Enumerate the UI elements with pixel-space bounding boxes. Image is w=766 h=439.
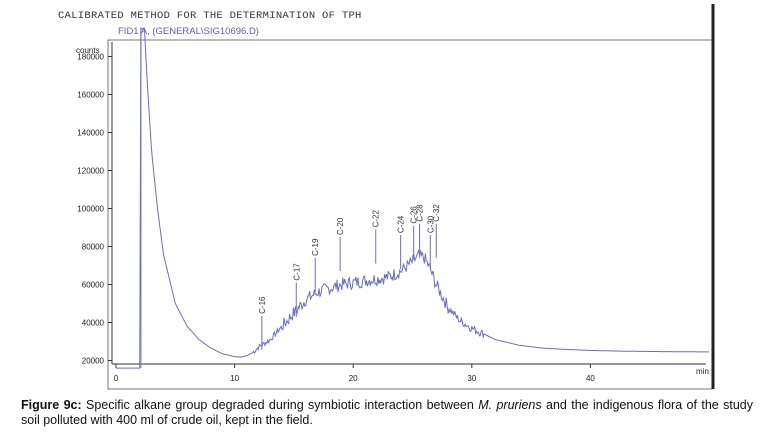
peak-label: C-22 (372, 210, 381, 228)
y-tick-label: 140000 (77, 129, 104, 138)
caption-label: Figure 9c: (21, 398, 82, 412)
y-tick-label: 40000 (82, 319, 105, 328)
y-tick-label: 180000 (77, 53, 104, 62)
peak-label: C-32 (432, 204, 441, 222)
peak-label: C-28 (416, 204, 425, 222)
caption-species: M. pruriens (478, 398, 542, 412)
peak-label: C-17 (292, 263, 301, 281)
figure-caption: Figure 9c: Specific alkane group degrade… (21, 398, 753, 428)
peak-label: C-24 (397, 215, 406, 233)
y-axis-label: counts (76, 46, 100, 55)
x-tick-label: 10 (230, 374, 239, 383)
x-axis-label: min (696, 367, 709, 376)
peak-labels: C-16 C-17 C-19 C-20 C-22 C-24 C-26C-28C-30C-32 (258, 204, 441, 351)
y-tick-label: 120000 (77, 167, 104, 176)
series (116, 27, 709, 369)
caption-text-b: and the indigenous flora of the study so… (21, 398, 753, 427)
trace-label: FID1 A, (GENERAL\SIG10696.D) (118, 26, 259, 37)
peak-label: C-30 (426, 215, 435, 233)
y-axis: counts (76, 42, 113, 364)
x-axis: min (112, 363, 709, 376)
peak-label: C-20 (336, 217, 345, 235)
y-tick-label: 80000 (82, 243, 105, 252)
y-tick-label: 20000 (82, 357, 105, 366)
x-tick-label: 30 (467, 374, 476, 383)
series-line (116, 27, 709, 369)
chart-header-title: CALIBRATED METHOD FOR THE DETERMINATION … (58, 10, 362, 22)
y-tick-label: 160000 (77, 91, 104, 100)
caption-text-a: Specific alkane group degraded during sy… (81, 398, 479, 412)
ticks: 20000 40000 60000 80000 100000 120000 140000 16… (77, 53, 595, 384)
y-tick-label: 100000 (77, 205, 104, 214)
x-tick-label: 20 (349, 374, 358, 383)
x-tick-label: 40 (586, 374, 595, 383)
peak-label: C-19 (311, 238, 320, 256)
peak-label: C-16 (258, 296, 267, 314)
chromatogram-chart: counts min 20000 40000 60000 80000 100000 120… (76, 4, 715, 390)
peak-label: C-26 (410, 206, 419, 224)
x-tick-label: 0 (114, 374, 119, 383)
y-tick-label: 60000 (82, 281, 105, 290)
